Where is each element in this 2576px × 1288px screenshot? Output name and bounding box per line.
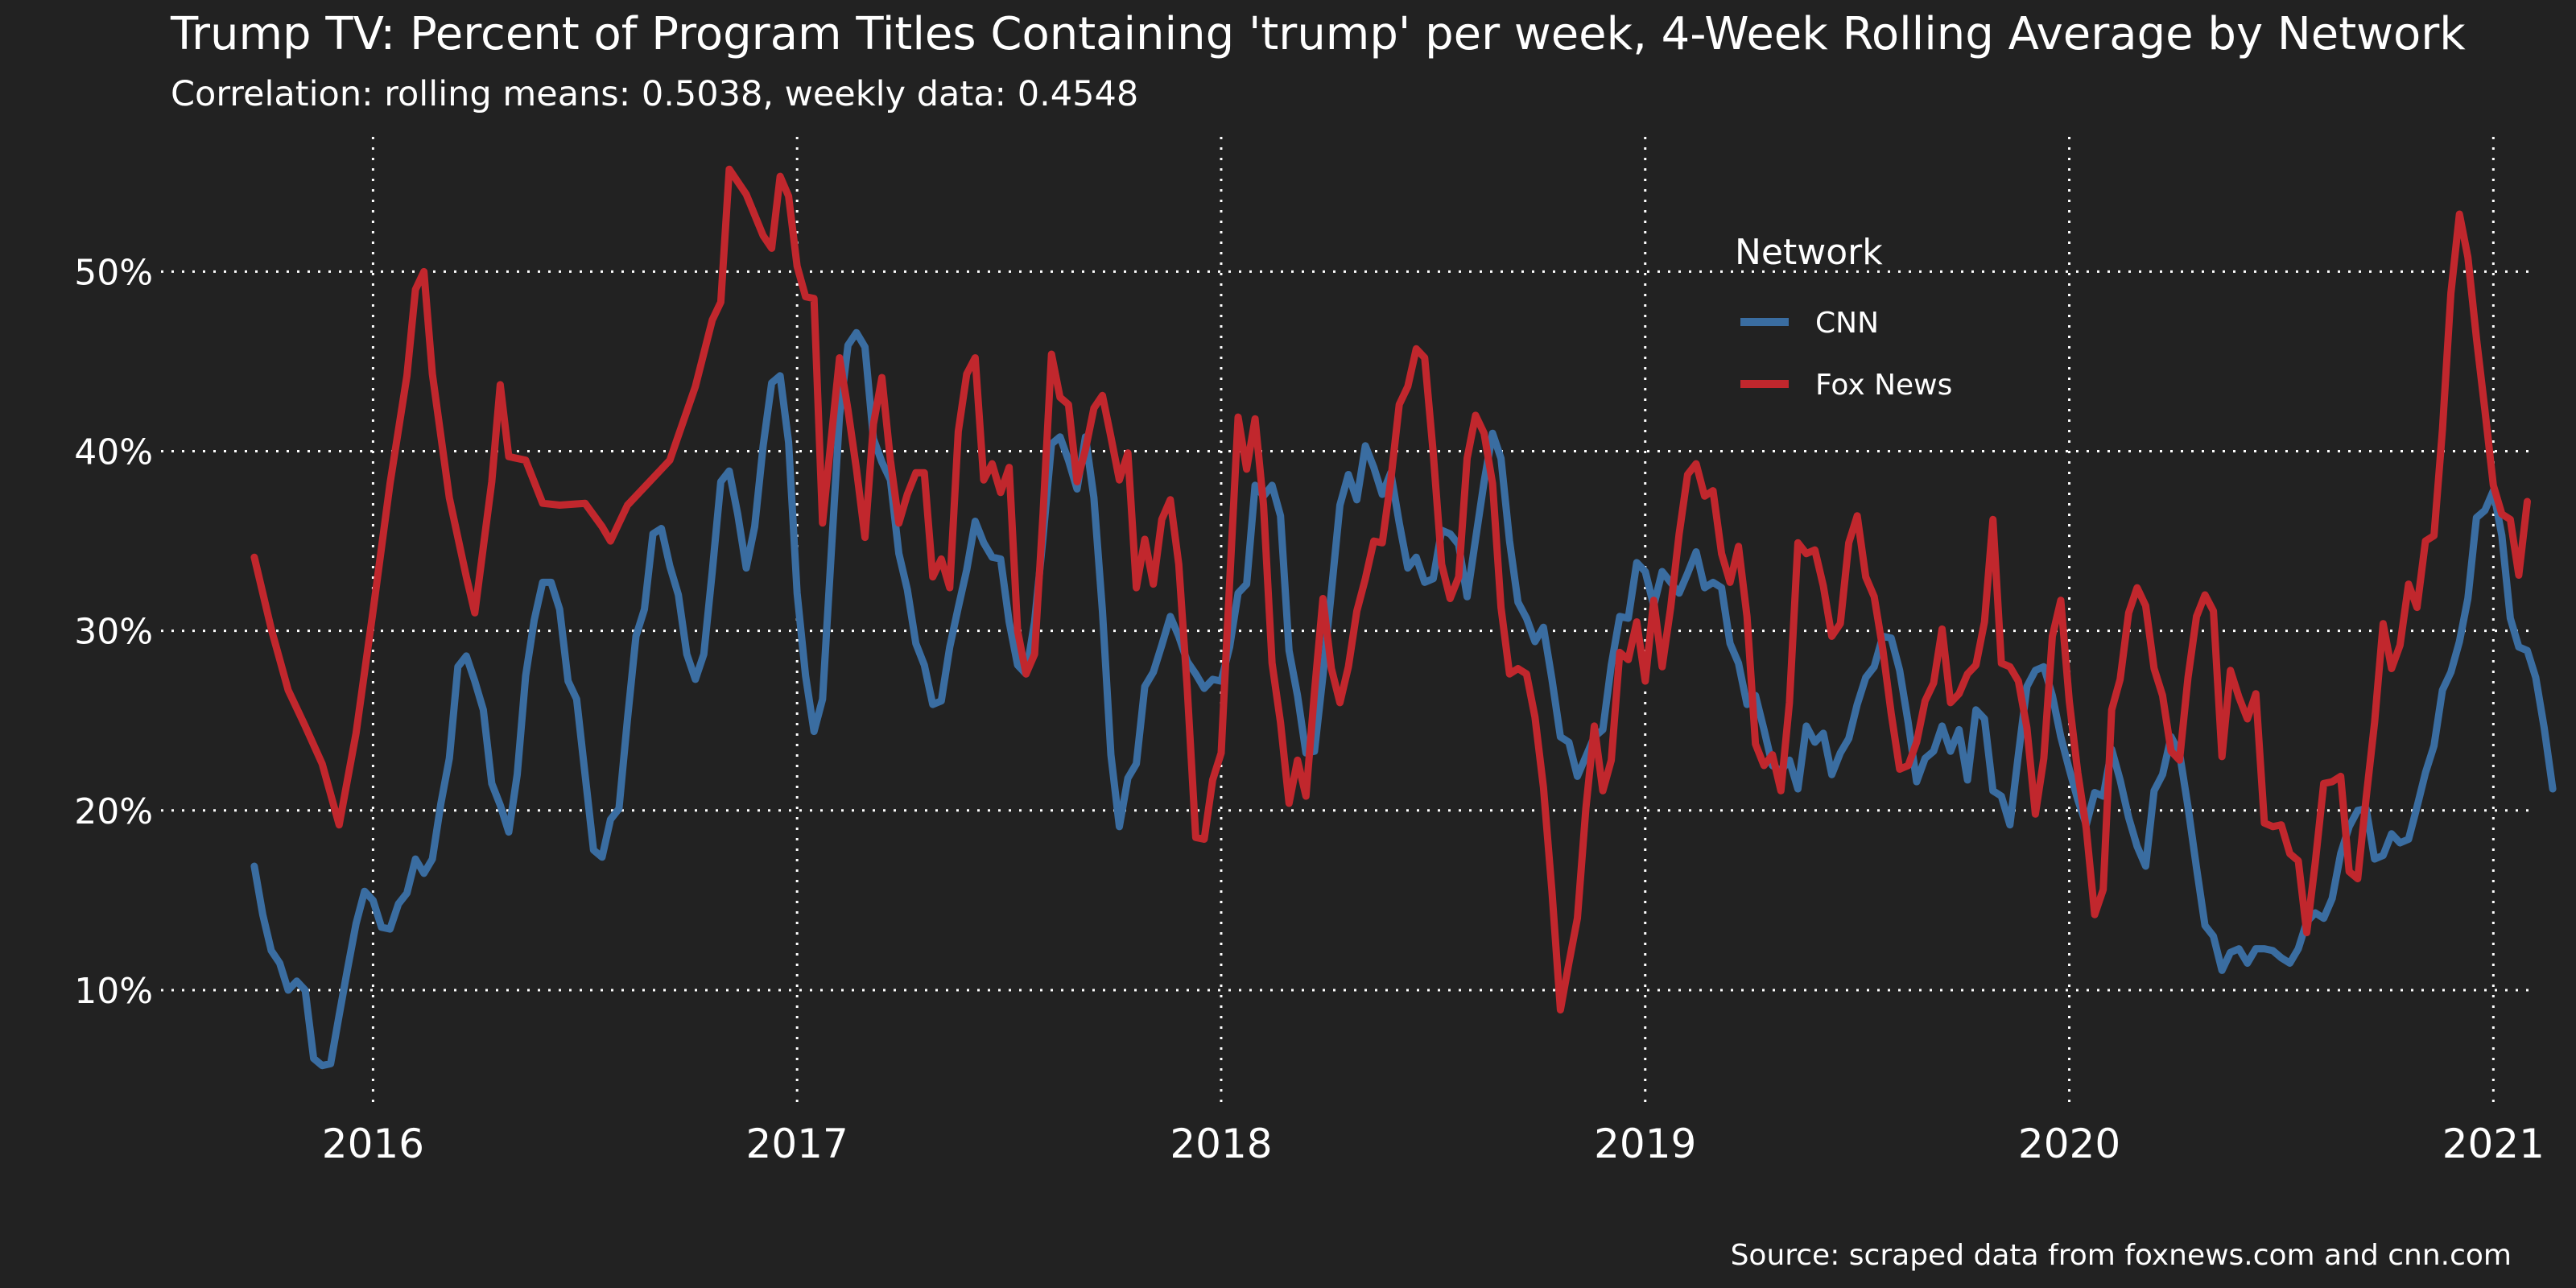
- y-tick-label: 30%: [74, 612, 153, 653]
- x-tick-label: 2020: [2018, 1121, 2120, 1167]
- legend-title: Network: [1735, 232, 1883, 273]
- legend: Network CNN Fox News: [1735, 232, 1952, 402]
- grid-lines: [161, 137, 2536, 1107]
- x-tick-label: 2021: [2442, 1121, 2545, 1167]
- x-tick-label: 2018: [1170, 1121, 1272, 1167]
- legend-label-cnn: CNN: [1815, 307, 1879, 340]
- series-line-cnn: [250, 328, 2557, 1070]
- y-tick-label: 10%: [74, 971, 153, 1012]
- chart-caption: Source: scraped data from foxnews.com an…: [1730, 1239, 2512, 1272]
- y-tick-label: 20%: [74, 791, 153, 832]
- x-tick-label: 2016: [322, 1121, 424, 1167]
- chart-subtitle: Correlation: rolling means: 0.5038, week…: [171, 74, 1139, 114]
- series-line-fox-news: [250, 165, 2531, 1013]
- y-tick-label: 40%: [74, 432, 153, 473]
- legend-label-fox-news: Fox News: [1815, 369, 1952, 402]
- x-tick-label: 2017: [746, 1121, 848, 1167]
- y-tick-label: 50%: [74, 252, 153, 293]
- axis-labels: 10% 20% 30% 40% 50% 2016 2017 2018 2019 2020 2021: [74, 252, 2545, 1167]
- x-tick-label: 2019: [1594, 1121, 1696, 1167]
- series-layer: [250, 165, 2557, 1070]
- chart-title: Trump TV: Percent of Program Titles Cont…: [171, 8, 2466, 60]
